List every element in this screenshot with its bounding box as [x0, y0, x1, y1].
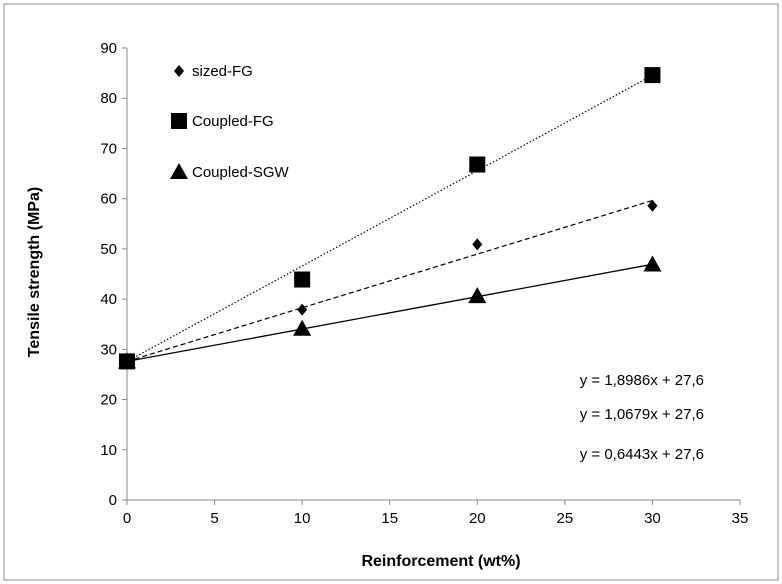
y-tick-label: 50 — [100, 241, 117, 258]
x-tick-label: 15 — [381, 510, 398, 527]
y-tick-label: 0 — [109, 492, 117, 509]
data-point-triangle — [468, 287, 487, 304]
data-points — [118, 67, 662, 370]
x-tick-label: 25 — [557, 510, 574, 527]
y-axis-title: Tensile strength (MPa) — [26, 187, 43, 357]
data-point-triangle — [293, 319, 312, 336]
y-tick-label: 60 — [100, 191, 117, 208]
x-tick-label: 30 — [644, 510, 661, 527]
y-tick-label: 40 — [100, 291, 117, 308]
y-tick-label: 10 — [100, 442, 117, 459]
y-tick-label: 70 — [100, 140, 117, 157]
chart-frame — [3, 3, 779, 581]
trendline-diamond — [126, 199, 653, 362]
trendline-equation: y = 0,6443x + 27,6 — [580, 446, 704, 463]
y-tick-label: 90 — [100, 40, 117, 57]
x-tick-label: 20 — [469, 510, 486, 527]
x-tick-label: 0 — [123, 510, 131, 527]
y-tick-label: 20 — [100, 392, 117, 409]
trendline-equation: y = 1,0679x + 27,6 — [580, 406, 704, 423]
data-point-square — [644, 67, 661, 84]
data-point-diamond — [647, 199, 658, 212]
data-point-square — [469, 156, 486, 173]
axes — [126, 48, 740, 501]
y-tick-label: 30 — [100, 341, 117, 358]
trendline-equation: y = 1,8986x + 27,6 — [580, 372, 704, 389]
legend-label: sized-FG — [192, 63, 253, 80]
legend-marker-square — [171, 113, 187, 129]
data-point-triangle — [643, 255, 662, 272]
x-tick-label: 10 — [294, 510, 311, 527]
data-point-triangle — [118, 352, 136, 369]
x-tick-label: 35 — [732, 510, 749, 527]
legend: sized-FG Coupled-FG Coupled-SGW — [170, 63, 290, 181]
x-axis-title: Reinforcement (wt%) — [361, 553, 520, 570]
data-point-diamond — [297, 303, 308, 316]
legend-marker-triangle — [170, 163, 188, 179]
x-tick-label: 5 — [210, 510, 218, 527]
equation-annotations: y = 1,8986x + 27,6 y = 1,0679x + 27,6 y = … — [580, 372, 704, 463]
trendlines — [126, 74, 653, 363]
legend-marker-diamond — [174, 65, 184, 77]
legend-label: Coupled-FG — [192, 113, 274, 130]
data-point-diamond — [472, 238, 483, 251]
axis-ticks: 0 10 20 30 40 50 60 70 80 90 0 5 10 15 20 25 30 35 — [100, 40, 748, 527]
trendline-triangle — [126, 263, 653, 363]
y-tick-label: 80 — [100, 90, 117, 107]
legend-label: Coupled-SGW — [192, 164, 290, 181]
data-point-square — [294, 271, 311, 288]
